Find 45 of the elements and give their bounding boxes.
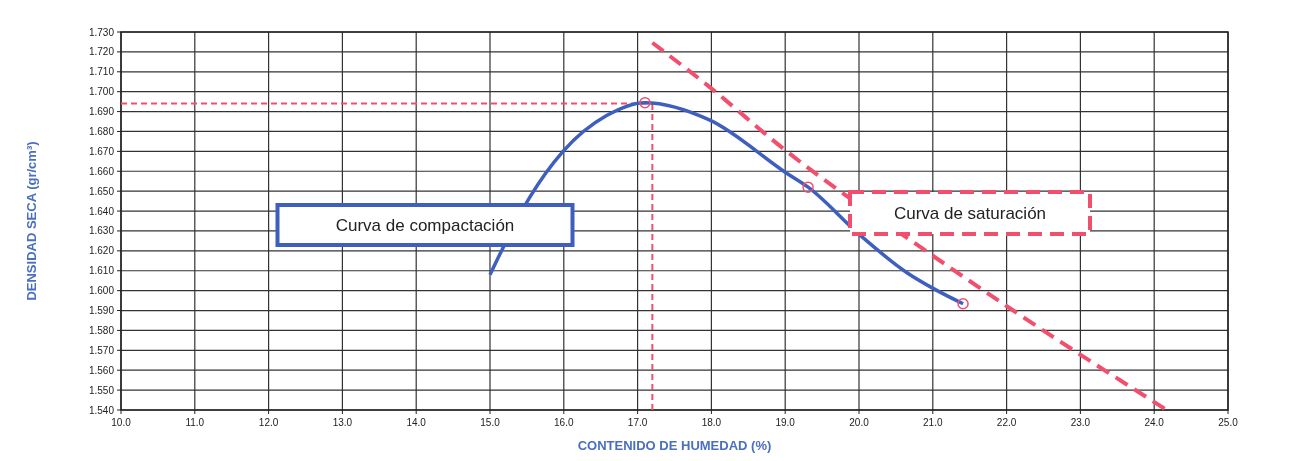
point [639,96,651,109]
callout-box: Curva de compactación [275,203,575,247]
x-tick-label: 10.0 [111,417,132,428]
y-tick-label: 1.670 [88,145,115,157]
x-tick-label: 14.0 [406,417,427,428]
x-tick-label: 16.0 [554,417,574,428]
series-label: Curva de saturación [893,203,1047,223]
y-tick-label: 1.540 [88,404,115,416]
x-tick-label: 23.0 [1070,417,1091,428]
x-tick-label: 24.0 [1144,417,1165,428]
y-tick-label: 1.590 [88,305,115,317]
series-label: Curva de compactación [335,215,515,235]
x-tick-label: 12.0 [258,417,279,428]
y-tick-label: 1.700 [88,86,115,98]
y-tick-label: 1.610 [88,265,115,277]
y-tick-label: 1.730 [88,26,115,38]
y-tick-label: 1.660 [88,165,115,177]
y-tick-label: 1.680 [88,125,115,137]
y-tick-label: 1.560 [88,364,115,376]
y-tick-label: 1.550 [88,384,115,396]
x-tick-label: 22.0 [996,417,1017,428]
y-tick-label: 1.570 [88,344,115,356]
x-tick-label: 25.0 [1218,417,1239,428]
point [802,181,814,193]
x-tick-label: 11.0 [185,417,205,428]
point [957,298,969,310]
y-axis-title: DENSIDAD SECA (gr/cm³) [24,141,39,301]
y-tick-label: 1.640 [88,205,115,217]
y-tick-label: 1.600 [88,285,115,297]
y-tick-label: 1.630 [88,225,115,237]
y-tick-label: 1.620 [88,245,115,257]
x-tick-label: 20.0 [849,417,870,428]
x-tick-label: 17.0 [627,417,648,428]
y-tick-label: 1.720 [88,46,115,58]
x-tick-label: 15.0 [480,417,501,428]
x-tick-label: 13.0 [332,417,353,428]
y-tick-label: 1.580 [88,324,115,336]
x-tick-label: 19.0 [775,417,796,428]
x-tick-label: 21.0 [923,417,943,428]
callout-box: Curva de saturación [848,190,1092,236]
y-tick-label: 1.710 [88,66,115,78]
x-tick-label: 18.0 [701,417,722,428]
y-tick-label: 1.690 [88,106,115,118]
x-axis-title: CONTENIDO DE HUMEDAD (%) [577,438,772,453]
y-tick-label: 1.650 [88,185,115,197]
